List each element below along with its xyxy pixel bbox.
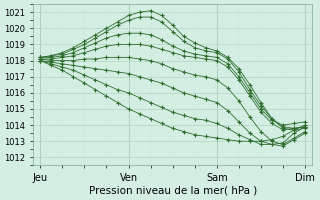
X-axis label: Pression niveau de la mer( hPa ): Pression niveau de la mer( hPa ) — [89, 186, 257, 196]
